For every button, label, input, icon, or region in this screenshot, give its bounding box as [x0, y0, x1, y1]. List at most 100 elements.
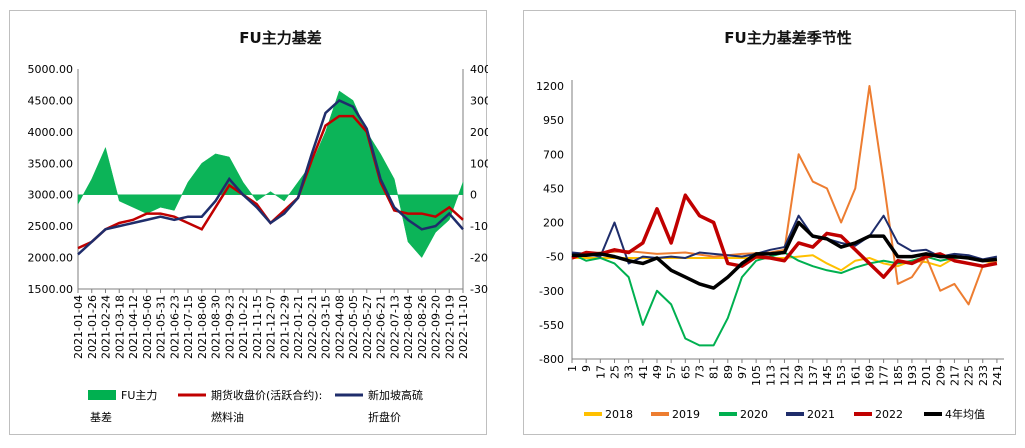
x-tick-label: 89 [722, 365, 735, 379]
legend-label: 4年均值 [945, 407, 985, 421]
x-tick-label: 161 [849, 365, 862, 386]
legend-label: 期货收盘价(活跃合约): [211, 388, 322, 402]
series-2020-line [571, 251, 998, 347]
x-tick-label: 153 [835, 365, 848, 386]
x-tick-label: 57 [665, 365, 678, 379]
x-tick-label: 169 [863, 365, 876, 386]
x-tick-label: 201 [920, 365, 933, 386]
y-tick-label: 200 [543, 217, 564, 230]
x-tick-label: 2021-01-26 [86, 295, 99, 359]
x-tick-label: 217 [948, 365, 961, 386]
legend-swatch-basis [88, 390, 116, 400]
x-tick-label: 113 [764, 365, 777, 386]
y-right-tick-label: -200 [470, 252, 488, 265]
x-tick-label: 2022-06-21 [375, 295, 388, 359]
x-tick-label: 225 [963, 365, 976, 386]
chart-title: FU主力基差 [239, 29, 321, 47]
x-tick-label: 2021-06-23 [168, 295, 181, 359]
x-tick-label: 73 [693, 365, 706, 379]
x-tick-label: 2021-03-18 [113, 295, 126, 359]
y-left-tick-label: 2500.00 [28, 220, 74, 233]
y-tick-label: 1200 [536, 80, 564, 93]
x-tick-label: 145 [821, 365, 834, 386]
x-tick-label: 2021-12-29 [278, 295, 291, 359]
x-tick-label: 2022-03-15 [320, 295, 333, 359]
x-tick-label: 121 [778, 365, 791, 386]
x-tick-label: 2021-10-22 [237, 295, 250, 359]
x-tick-label: 129 [793, 365, 806, 386]
legend-label: 2020 [740, 408, 768, 421]
chart-panel-seasonal: FU主力基差季节性 1200 950 700 450 200 -50 -300 -550 -800… [523, 10, 1016, 435]
y-left-tick-label: 4000.00 [28, 126, 74, 139]
series-2021-line [571, 214, 998, 265]
y-tick-label: -800 [539, 353, 564, 366]
y-right-tick-label: 300 [470, 94, 488, 107]
y-right-tick-label: 0 [470, 189, 477, 202]
y-tick-label: -300 [539, 285, 564, 298]
y-right-tick-label: -300 [470, 283, 488, 296]
y-right-tick-label: 200 [470, 126, 488, 139]
x-tick-label: 2021-12-07 [265, 295, 278, 359]
x-tick-label: 2022-04-08 [333, 295, 346, 359]
x-tick-label: 209 [934, 365, 947, 386]
x-tick-label: 41 [637, 365, 650, 379]
chart-panel-basis: FU主力基差 5000.00 4500.00 4000.00 3500.00 3000.0… [9, 10, 488, 435]
x-tick-label: 137 [807, 365, 820, 386]
y-tick-label: 700 [543, 148, 564, 161]
y-left-tick-label: 2000.00 [28, 252, 74, 265]
x-tick-label: 2022-08-26 [416, 295, 429, 359]
legend-label: 新加坡高硫 [368, 388, 423, 402]
x-tick-label: 2021-04-12 [127, 295, 140, 359]
series-4yr-avg-line [572, 220, 998, 290]
x-tick-label: 177 [878, 365, 891, 386]
x-tick-label: 105 [750, 365, 763, 386]
x-tick-label: 97 [736, 365, 749, 379]
x-tick-label: 185 [892, 365, 905, 386]
x-tick-label: 2022-01-21 [292, 295, 305, 359]
legend-label: 折盘价 [368, 410, 401, 424]
x-tick-label: 2021-02-24 [100, 295, 113, 359]
chart-title: FU主力基差季节性 [724, 29, 851, 47]
x-tick-label: 2022-05-27 [361, 295, 374, 359]
y-left-tick-label: 5000.00 [28, 63, 74, 76]
y-left-tick-label: 3000.00 [28, 189, 74, 202]
x-tick-label: 1 [566, 365, 579, 372]
x-tick-label: 2021-08-30 [210, 295, 223, 359]
series-2022-line [571, 193, 998, 279]
legend-label: 2019 [672, 408, 700, 421]
x-tick-label: 2021-05-31 [155, 295, 168, 359]
x-tick-label: 2021-05-06 [141, 295, 154, 359]
y-tick-label: -550 [539, 319, 564, 332]
x-tick-label: 2022-11-10 [457, 295, 470, 359]
legend-label: 燃料油 [211, 410, 244, 424]
y-tick-label: 450 [543, 182, 564, 195]
series-basis-bars [77, 90, 464, 259]
y-left-tick-label: 3500.00 [28, 157, 74, 170]
legend-label: 2022 [875, 408, 903, 421]
y-left-tick-label: 1500.00 [28, 283, 74, 296]
series-2019-line [571, 85, 998, 306]
y-right-tick-label: 100 [470, 157, 488, 170]
x-tick-label: 241 [991, 365, 1004, 386]
x-tick-label: 81 [708, 365, 721, 379]
x-tick-label: 2022-09-20 [430, 295, 443, 359]
x-tick-label: 2021-07-15 [182, 295, 195, 359]
x-tick-label: 25 [608, 365, 621, 379]
seasonal-chart-svg: FU主力基差季节性 1200 950 700 450 200 -50 -300 -550 -800… [536, 29, 1004, 421]
x-tick-label: 9 [580, 365, 593, 372]
y-right-tick-label: 400 [470, 63, 488, 76]
x-tick-label: 65 [679, 365, 692, 379]
x-tick-label: 2022-02-21 [306, 295, 319, 359]
x-tick-label: 2022-07-13 [388, 295, 401, 359]
x-tick-label: 2021-11-15 [251, 295, 264, 359]
y-tick-label: 950 [543, 114, 564, 127]
x-tick-label: 49 [651, 365, 664, 379]
legend-label: FU主力 [121, 389, 157, 402]
y-right-tick-label: -100 [470, 220, 488, 233]
x-tick-label: 2021-01-04 [72, 295, 85, 359]
legend-label: 2018 [605, 408, 633, 421]
y-tick-label: -50 [546, 251, 564, 264]
x-tick-label: 2022-08-04 [402, 295, 415, 359]
x-tick-label: 233 [977, 365, 990, 386]
y-left-tick-label: 4500.00 [28, 94, 74, 107]
